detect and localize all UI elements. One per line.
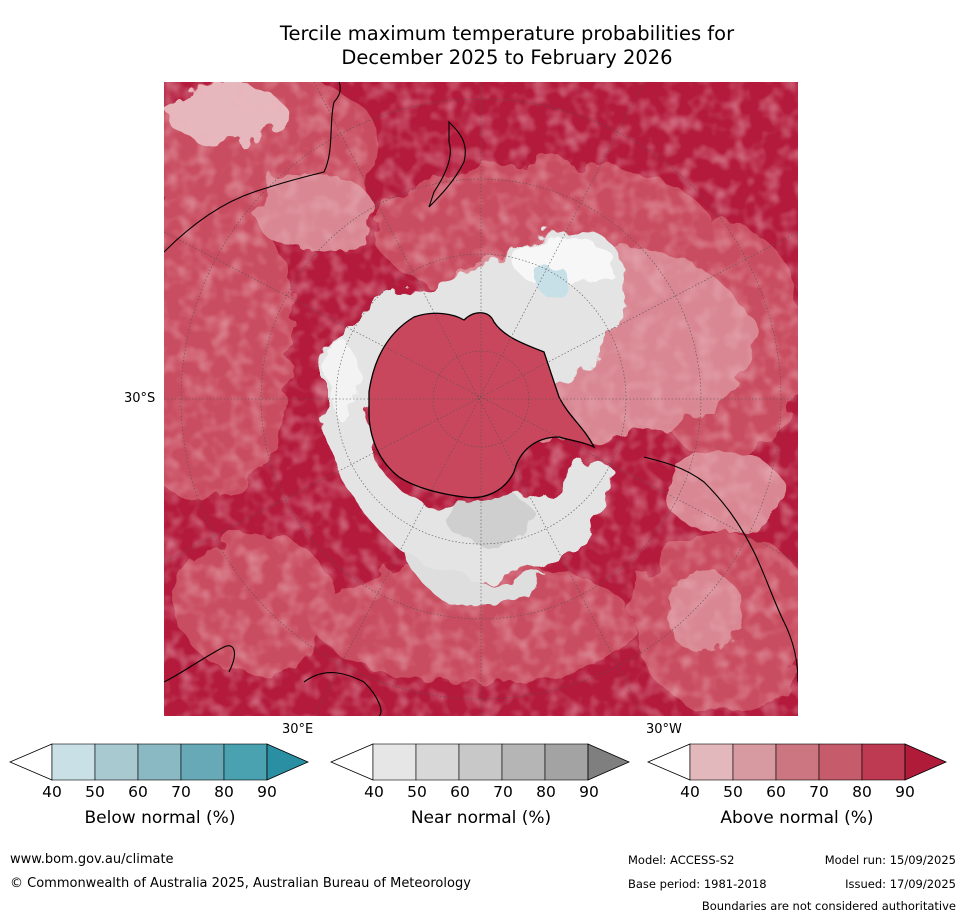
lon-label-30w: 30°W [646, 722, 682, 737]
colorbar-low-extend [9, 743, 53, 781]
probability-map [164, 82, 798, 716]
australia-coast [164, 82, 341, 253]
new-zealand-coast [428, 120, 466, 208]
colorbar-high-extend [266, 743, 309, 781]
copyright-text: © Commonwealth of Australia 2025, Austra… [10, 876, 471, 891]
colorbar-bin-4 [501, 743, 546, 781]
madagascar-coast [303, 671, 382, 716]
near-tick-70: 70 [493, 783, 513, 801]
base-period-text: Base period: 1981-2018 [628, 877, 767, 891]
colorbar-near-svg [330, 743, 630, 781]
near-tick-50: 50 [407, 783, 427, 801]
issued-text: Issued: 17/09/2025 [845, 877, 956, 891]
above-tick-40: 40 [680, 783, 700, 801]
lon-label-30e: 30°E [282, 722, 314, 737]
above-tick-90: 90 [895, 783, 915, 801]
graticule [164, 82, 798, 716]
above-tick-70: 70 [809, 783, 829, 801]
above-tick-80: 80 [852, 783, 872, 801]
colorbar-bin-4 [180, 743, 225, 781]
near-tick-40: 40 [364, 783, 384, 801]
below-tick-90: 90 [257, 783, 277, 801]
south-america-coast [643, 456, 798, 683]
colorbar-bin-5 [223, 743, 268, 781]
colorbar-bin-3 [458, 743, 503, 781]
website-link[interactable]: www.bom.gov.au/climate [10, 852, 174, 867]
below-tick-80: 80 [214, 783, 234, 801]
near-tick-80: 80 [536, 783, 556, 801]
colorbar-above-svg [647, 743, 947, 781]
disclaimer-text: Boundaries are not considered authoritat… [701, 899, 956, 913]
polar-map-svg [164, 82, 798, 716]
title-line-1: Tercile maximum temperature probabilitie… [279, 22, 735, 45]
near-tick-90: 90 [579, 783, 599, 801]
near-normal-white-patches [329, 237, 614, 547]
africa-coast [164, 645, 235, 683]
below-normal-label: Below normal (%) [84, 808, 236, 828]
colorbar-bin-1 [372, 743, 417, 781]
colorbar-bin-1 [689, 743, 734, 781]
antarctica-landmass [368, 312, 596, 499]
title-line-2: December 2025 to February 2026 [341, 46, 673, 69]
colorbar-low-extend [647, 743, 691, 781]
lat-label-30s: 30°S [124, 391, 156, 406]
colorbar-low-extend [330, 743, 374, 781]
colorbar-bin-2 [415, 743, 460, 781]
below-tick-40: 40 [42, 783, 62, 801]
below-tick-60: 60 [128, 783, 148, 801]
colorbar-bin-5 [544, 743, 589, 781]
colorbar-below-svg [9, 743, 309, 781]
near-normal-label: Near normal (%) [410, 808, 552, 828]
above-normal-label: Above normal (%) [720, 808, 874, 828]
above-tick-50: 50 [723, 783, 743, 801]
colorbar-below-normal [9, 743, 309, 781]
chart-title: Tercile maximum temperature probabilitie… [0, 22, 965, 70]
near-tick-60: 60 [450, 783, 470, 801]
colorbar-high-extend [904, 743, 947, 781]
colorbar-bin-3 [775, 743, 820, 781]
colorbar-bin-2 [94, 743, 139, 781]
below-tick-50: 50 [85, 783, 105, 801]
below-tick-70: 70 [171, 783, 191, 801]
colorbar-bin-5 [861, 743, 906, 781]
colorbar-bin-2 [732, 743, 777, 781]
coastlines [164, 82, 798, 716]
model-run-text: Model run: 15/09/2025 [824, 853, 956, 867]
colorbar-above-normal [647, 743, 947, 781]
model-text: Model: ACCESS-S2 [628, 853, 735, 867]
colorbar-bin-4 [818, 743, 863, 781]
near-normal-ring [324, 230, 626, 608]
colorbar-near-normal [330, 743, 630, 781]
colorbar-high-extend [587, 743, 630, 781]
colorbar-bin-3 [137, 743, 182, 781]
above-tick-60: 60 [766, 783, 786, 801]
colorbar-bin-1 [51, 743, 96, 781]
